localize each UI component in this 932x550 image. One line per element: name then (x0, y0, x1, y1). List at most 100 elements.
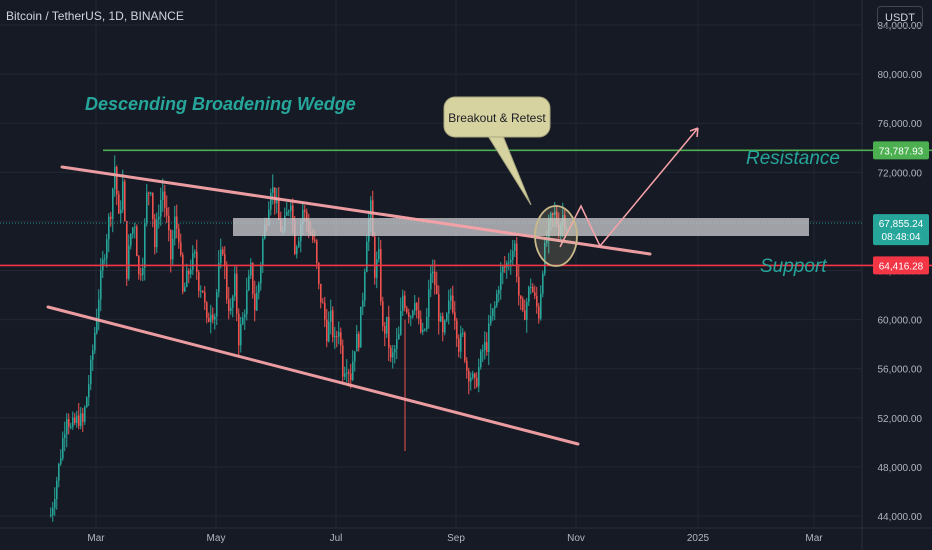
candle-body (118, 194, 120, 214)
candle-body (60, 458, 62, 464)
candle-body (424, 329, 426, 331)
current-price-badge (873, 214, 929, 246)
candle-body (540, 293, 542, 319)
candle-body (234, 273, 236, 297)
candle-body (452, 295, 454, 313)
candle-body (438, 294, 440, 322)
candle-body (398, 334, 400, 340)
candle-body (534, 292, 536, 296)
candle-body (408, 312, 410, 317)
candle-body (170, 230, 172, 260)
candle-body (276, 199, 278, 204)
candle-body (380, 249, 382, 302)
candle-body (480, 351, 482, 368)
candle-body (400, 310, 402, 335)
candle-body (456, 320, 458, 339)
candle-body (478, 367, 480, 387)
candle-body (134, 226, 136, 228)
candle-body (88, 384, 90, 398)
candle-body (450, 295, 452, 301)
candle-body (184, 286, 186, 292)
resistance-price-badge (873, 141, 929, 160)
candle-body (246, 290, 248, 315)
candle-body (70, 426, 72, 428)
candle-body (356, 333, 358, 352)
candle-body (298, 241, 300, 247)
candle-body (152, 192, 154, 220)
candle-body (252, 262, 254, 294)
candle-body (278, 199, 280, 221)
candle-body (160, 199, 162, 217)
y-tick-label: 84,000.00 (878, 21, 923, 32)
candle-body (104, 258, 106, 260)
candle-body (428, 289, 430, 317)
x-tick-label: May (207, 533, 226, 544)
candle-body (394, 349, 396, 353)
candle-body (464, 332, 466, 361)
candle-body (328, 321, 330, 342)
callout-pointer (487, 135, 532, 206)
candle-body (136, 226, 138, 257)
candle-body (518, 276, 520, 296)
candle-body (144, 222, 146, 268)
y-tick-label: 76,000.00 (878, 119, 923, 130)
candle-body (148, 192, 150, 194)
candle-body (54, 499, 56, 508)
candle-body (544, 243, 546, 274)
candle-body (166, 207, 168, 216)
current-price-text: 67,855.24 (879, 219, 924, 230)
y-tick-label: 48,000.00 (878, 463, 923, 474)
candle-body (222, 249, 224, 255)
candle-body (272, 187, 274, 193)
candle-body (304, 209, 306, 212)
candle-body (458, 338, 460, 352)
candle-body (542, 273, 544, 294)
candle-body (496, 293, 498, 306)
candle-body (306, 211, 308, 223)
candle-body (520, 295, 522, 299)
candle-body (528, 286, 530, 302)
candle-body (68, 419, 70, 427)
candle-body (216, 292, 218, 317)
candle-body (172, 238, 174, 260)
support-label: Support (760, 256, 827, 277)
candle-body (454, 312, 456, 321)
candle-body (176, 216, 178, 229)
candle-body (490, 316, 492, 324)
candle-body (228, 299, 230, 311)
candle-body (360, 306, 362, 348)
candle-body (492, 308, 494, 317)
candle-body (442, 316, 444, 333)
candle-body (260, 265, 262, 284)
candle-body (86, 397, 88, 408)
wedge-upper-line (60, 165, 652, 256)
candle-body (414, 303, 416, 311)
candle-body (106, 239, 108, 259)
support-price-text: 64,416.28 (879, 261, 924, 272)
candle-body (92, 350, 94, 360)
candle-body (444, 320, 446, 333)
candle-body (110, 216, 112, 219)
candle-body (204, 292, 206, 303)
candle-body (476, 377, 478, 387)
candle-body (326, 319, 328, 342)
candle-body (554, 211, 556, 215)
y-tick-label: 60,000.00 (878, 316, 923, 327)
currency-button[interactable]: USDT (877, 6, 923, 28)
candle-body (240, 324, 242, 346)
candle-body (406, 308, 408, 313)
candle-body (268, 209, 270, 226)
candle-body (462, 332, 464, 334)
candle-body (466, 360, 468, 371)
candle-body (128, 245, 130, 279)
candle-body (382, 301, 384, 327)
candle-body (182, 254, 184, 292)
chart-header-title: Bitcoin / TetherUS, 1D, BINANCE (6, 9, 184, 23)
candle-body (248, 275, 250, 291)
candle-body (404, 295, 406, 309)
candle-body (84, 407, 86, 422)
candle-body (156, 219, 158, 248)
candle-body (388, 316, 390, 348)
